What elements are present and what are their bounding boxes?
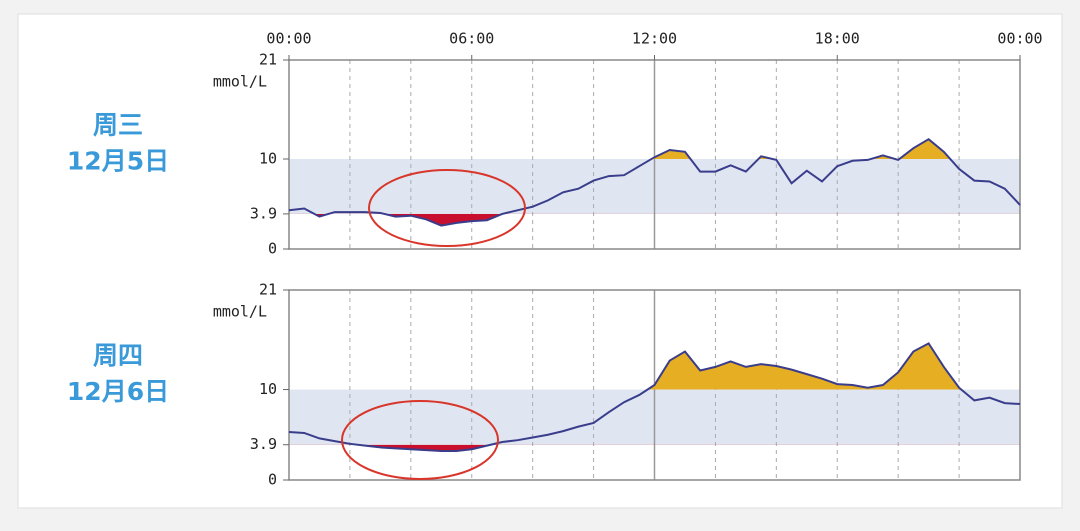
high-area: [647, 343, 962, 390]
y-unit: mmol/L: [213, 73, 267, 91]
panel: 0 3.9 10 21 mmol/L 00:00 06:00 12:00 18:00 00:00 周…: [67, 30, 1043, 258]
glucose-line: [288, 342, 1021, 453]
y-tick-label: 21: [259, 281, 277, 299]
y-tick-label: 3.9: [250, 435, 277, 453]
day-label: 周四: [93, 341, 143, 370]
date-label: 12月5日: [67, 147, 169, 176]
high-area: [289, 139, 1020, 159]
glucose-line: [288, 137, 1021, 227]
x-tick-label: 00:00: [266, 30, 311, 48]
x-tick-label: 12:00: [632, 30, 677, 48]
date-label: 12月6日: [67, 377, 169, 406]
day-label: 周三: [93, 111, 143, 140]
panel: 0 3.9 10 21 mmol/L 周四 12月6日: [67, 281, 1021, 489]
low-area: [289, 213, 1020, 226]
y-tick-label: 10: [259, 150, 277, 168]
y-tick-label: 21: [259, 51, 277, 69]
y-unit: mmol/L: [213, 303, 267, 321]
y-tick-label: 10: [259, 380, 277, 398]
plot-frame: [288, 289, 1021, 481]
y-tick-label: 3.9: [250, 204, 277, 222]
highlight-ellipse: [368, 169, 526, 247]
low-area: [357, 444, 491, 452]
y-tick-label: 0: [268, 240, 277, 258]
x-tick-label: 06:00: [449, 30, 494, 48]
highlight-ellipse: [341, 400, 499, 480]
x-tick-label: 00:00: [997, 30, 1042, 48]
y-tick-label: 0: [268, 471, 277, 489]
x-tick-label: 18:00: [815, 30, 860, 48]
